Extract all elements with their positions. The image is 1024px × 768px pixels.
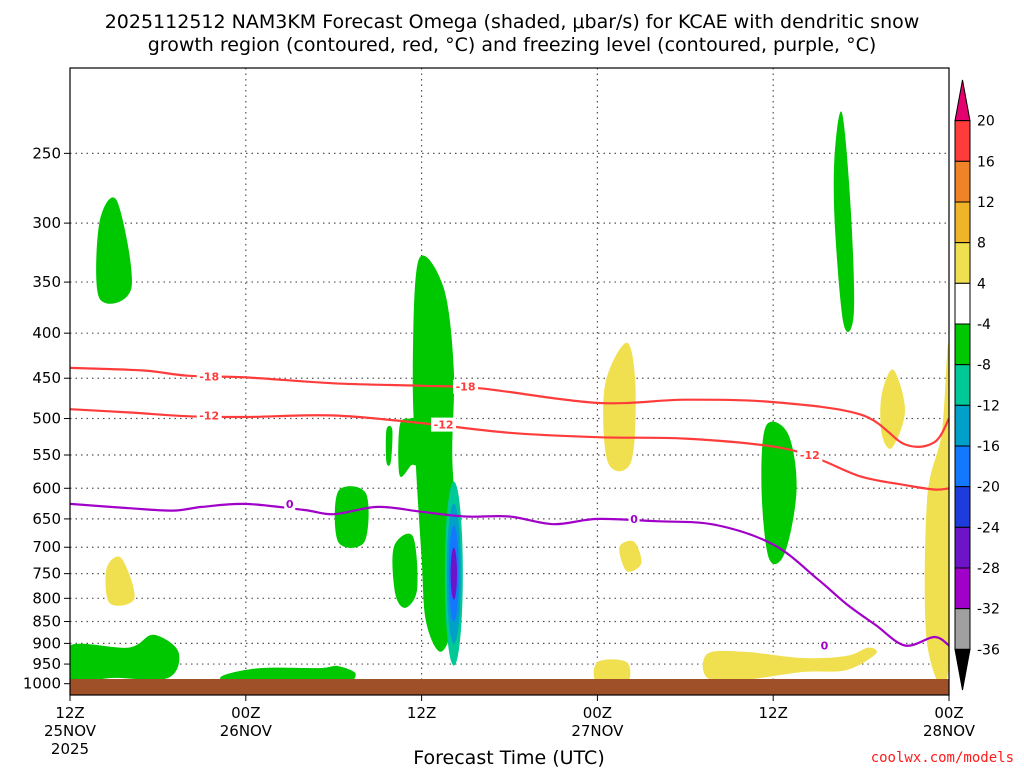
temperature-contours: -18 -18 -12 -12 -12 0 0 0 [70,366,949,653]
colorbar-label-4: 4 [977,276,986,292]
colorbar-label-7: -12 [977,398,1000,414]
x-tick-label-2-0: 12Z [407,704,436,722]
contour-label-freezing-0-1: 0 [630,513,638,526]
contour-label-bg-0-1 [453,379,479,394]
x-tick-label-1-0: 00Z [231,704,260,722]
x-tick-label-3-0: 00Z [583,704,612,722]
colorbar-cap-top [954,79,971,122]
y-tick-label-350: 350 [32,273,61,291]
y-tick-label-700: 700 [32,538,61,556]
colorbar-label-12: -32 [977,602,1000,618]
omega-region-0 [96,197,132,304]
chart-title-line2: growth region (contoured, red, °C) and f… [148,34,877,56]
contour-freezing-0 [70,502,949,647]
y-tick-label-600: 600 [32,479,61,497]
contour-label--12-2: -12 [800,449,820,462]
contour-label-bg-1-2 [797,447,823,462]
colorbar-swatch-2 [954,160,971,203]
contour-label--12-1: -12 [434,419,454,432]
y-tick-label-500: 500 [32,410,61,428]
chart-title-line1: 2025112512 NAM3KM Forecast Omega (shaded… [105,11,920,33]
colorbar-swatch-4 [954,242,971,284]
omega-region-8 [761,421,797,565]
contour-label--18-1: -18 [456,381,476,394]
x-tick-label-5-1: 28NOV [923,722,976,740]
colorbar-label-5: -4 [977,317,991,333]
y-tick-label-750: 750 [32,565,61,583]
colorbar-swatch-3 [954,201,971,244]
colorbar-swatch-8 [954,404,971,447]
omega-region-12 [702,647,877,681]
colorbar-cap-bottom [954,648,971,691]
contour-label-bg-1-1 [431,417,457,432]
contour-label-bg-0-0 [196,369,222,384]
colorbar-label-13: -36 [977,642,1000,658]
y-tick-label-300: 300 [32,214,61,232]
omega-region-7 [70,634,180,682]
omega-region-9 [833,111,855,332]
colorbar-swatch-10 [954,486,971,528]
contour-label--12-0: -12 [199,409,219,422]
colorbar: 20 16 12 8 4 -4 -8 -12 -16 -20 -24 -28 -32 -36 [954,79,1000,691]
omega-region-13 [924,342,949,687]
x-tick-label-4-0: 12Z [759,704,788,722]
x-tick-label-3-1: 27NOV [571,722,624,740]
colorbar-label-2: 12 [977,195,995,211]
omega-region-14 [105,556,135,606]
colorbar-label-3: 8 [977,236,986,252]
colorbar-label-10: -24 [977,520,1000,536]
omega-region-10 [603,342,636,472]
contour-label-freezing-0-0: 0 [286,498,294,511]
colorbar-swatch-11 [954,526,971,569]
colorbar-swatch-6 [954,323,971,366]
colorbar-swatch-7 [954,364,971,406]
y-axis-ticks: 250 300 350 400 450 500 550 600 650 700 750 800 850 9… [23,144,70,693]
y-tick-label-550: 550 [32,446,61,464]
colorbar-label-8: -16 [977,439,1000,455]
contour-label--18-0: -18 [199,371,219,384]
x-tick-label-1-1: 26NOV [220,722,273,740]
y-tick-label-450: 450 [32,369,61,387]
credit-text: coolwx.com/models [871,750,1014,766]
contour-label-bg-2-0 [284,496,296,511]
contour-label-bg-2-1 [628,511,640,526]
colorbar-swatch-5 [954,282,971,325]
contour-label-bg-1-0 [196,408,222,423]
y-tick-label-650: 650 [32,510,61,528]
x-tick-label-5-0: 00Z [934,704,963,722]
y-tick-label-400: 400 [32,324,61,342]
omega-core-ring-3 [450,547,458,600]
colorbar-label-0: 20 [977,114,995,130]
colorbar-label-1: 16 [977,154,995,170]
x-tick-label-0-1: 25NOV [44,722,97,740]
x-tick-label-0-2: 2025 [51,740,89,758]
colorbar-swatch-1 [954,120,971,162]
y-tick-label-250: 250 [32,144,61,162]
omega-region-5 [334,486,369,548]
x-tick-label-0-0: 12Z [55,704,84,722]
contour-label-freezing-0-2: 0 [821,640,829,653]
y-tick-label-1000: 1000 [23,675,61,693]
omega-region-3 [392,533,418,608]
y-tick-label-800: 800 [32,589,61,607]
colorbar-swatch-13 [954,608,971,650]
terrain-strip [70,679,949,695]
x-axis-label: Forecast Time (UTC) [413,747,604,768]
colorbar-label-6: -8 [977,358,991,374]
colorbar-label-9: -20 [977,480,1000,496]
omega-region-4 [385,425,393,466]
plot-frame [69,67,950,696]
contour-label-bg-2-2 [818,638,830,653]
y-tick-label-900: 900 [32,634,61,652]
colorbar-swatch-9 [954,445,971,488]
colorbar-swatch-12 [954,567,971,610]
colorbar-label-11: -28 [977,561,1000,577]
y-tick-label-950: 950 [32,655,61,673]
omega-region-11 [619,540,642,572]
omega-region-2 [398,417,425,477]
y-tick-label-850: 850 [32,613,61,631]
